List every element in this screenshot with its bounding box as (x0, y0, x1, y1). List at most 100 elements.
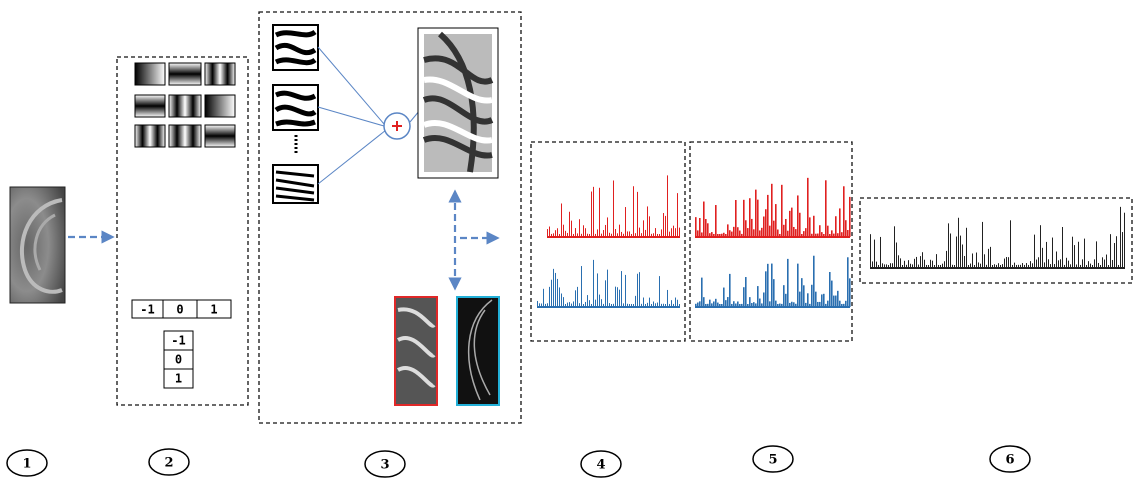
gradient-images (395, 297, 499, 405)
histogram-bar (817, 302, 819, 307)
histogram-bar (725, 300, 727, 307)
histogram-bar (767, 264, 769, 307)
histogram-bar (707, 304, 709, 307)
histogram-bar (679, 304, 680, 307)
histogram-bar (761, 303, 763, 307)
histogram-bar (559, 234, 560, 237)
histogram-bar (954, 265, 955, 268)
histogram-bar (982, 222, 983, 268)
histogram-bar (926, 265, 927, 268)
histogram-bar (984, 254, 985, 268)
histogram-bar (585, 228, 586, 237)
histogram-bar (914, 259, 915, 268)
histogram-bar (1098, 263, 1099, 268)
histogram-bar (831, 281, 833, 307)
histogram-bar (749, 198, 751, 237)
figure: -101 -101 123456 (0, 0, 1135, 480)
histogram-bar (673, 304, 674, 307)
histogram-bar (998, 263, 999, 268)
histogram-bar (537, 301, 538, 307)
histogram-bar (677, 300, 678, 307)
histogram-bar (896, 242, 897, 268)
histogram-bar (547, 229, 548, 237)
histogram-bar (717, 234, 719, 237)
step-number: 1 (22, 457, 31, 472)
histogram-bar (815, 234, 817, 237)
histogram-bar (974, 265, 975, 268)
histogram-bar (653, 233, 654, 237)
histogram-bar (573, 234, 574, 237)
histogram-bar (1020, 265, 1021, 268)
histogram-bar (956, 237, 957, 268)
histogram-bar (597, 229, 598, 237)
histogram-bar (996, 265, 997, 268)
histogram-bar (587, 295, 588, 307)
histogram-bar (559, 287, 560, 307)
histogram-bar (942, 264, 943, 268)
histogram-bar (920, 256, 921, 268)
histogram-bar (585, 302, 586, 307)
histogram-bar (711, 232, 713, 237)
histogram-bar (1104, 260, 1105, 268)
histogram-bar (655, 303, 656, 307)
histogram-bar (986, 265, 987, 268)
histogram-bar (849, 278, 851, 307)
histogram-bar (553, 233, 554, 237)
histogram-bar (882, 263, 883, 268)
histogram-bar (884, 264, 885, 268)
histogram-bar (641, 233, 642, 237)
histogram-bar (783, 225, 785, 237)
step-number: 4 (596, 458, 605, 473)
histogram-bar (1066, 258, 1067, 268)
histogram-bar (819, 225, 821, 237)
histogram-bar (599, 295, 600, 307)
histogram-bar (1086, 265, 1087, 268)
histogram-bar (565, 231, 566, 237)
step-box (690, 142, 852, 341)
step-number: 2 (164, 456, 173, 471)
histogram-bar (589, 234, 590, 237)
sum-node (318, 47, 420, 184)
histogram-bar (699, 218, 701, 237)
histogram-bar (960, 236, 961, 268)
histogram-bar (821, 294, 823, 307)
histogram-bar (775, 204, 777, 237)
histogram-bar (739, 304, 741, 307)
histogram-bar (785, 219, 787, 237)
histogram-bar (695, 304, 697, 307)
histogram-bar (759, 230, 761, 237)
histogram-bar (831, 230, 833, 237)
histogram-bar (1078, 242, 1079, 268)
histogram-bar (902, 265, 903, 268)
histogram-bar (880, 237, 881, 268)
histogram-bar (549, 227, 550, 237)
histogram-bar (675, 228, 676, 237)
histogram-bar (787, 231, 789, 237)
histogram-bar (563, 225, 564, 237)
histogram-bar (1068, 261, 1069, 268)
histogram-bar (607, 217, 608, 237)
histogram-bar (625, 207, 626, 237)
histogram-bar (603, 304, 604, 307)
histogram-bar (1030, 261, 1031, 268)
histogram-bar (976, 253, 977, 268)
histogram-bar (773, 279, 775, 307)
histogram-bar (633, 304, 634, 307)
histogram-bar (709, 233, 711, 237)
histogram-bar (1002, 264, 1003, 268)
histogram-bar (876, 262, 877, 268)
histogram-bar (755, 190, 757, 237)
histogram-bar (657, 303, 658, 307)
histogram-bar (1096, 241, 1097, 268)
histogram-bar (793, 227, 795, 237)
histogram-bar (870, 234, 871, 268)
histogram-bar (992, 265, 993, 268)
histogram-bar (1082, 259, 1083, 268)
histogram-bar (805, 303, 807, 307)
histogram-bar (821, 232, 823, 237)
histogram-bar (1100, 265, 1101, 268)
histogram-bar (613, 180, 614, 237)
histogram-bar (741, 304, 743, 307)
histogram-bar (1118, 265, 1119, 268)
histogram-bar (703, 202, 705, 237)
